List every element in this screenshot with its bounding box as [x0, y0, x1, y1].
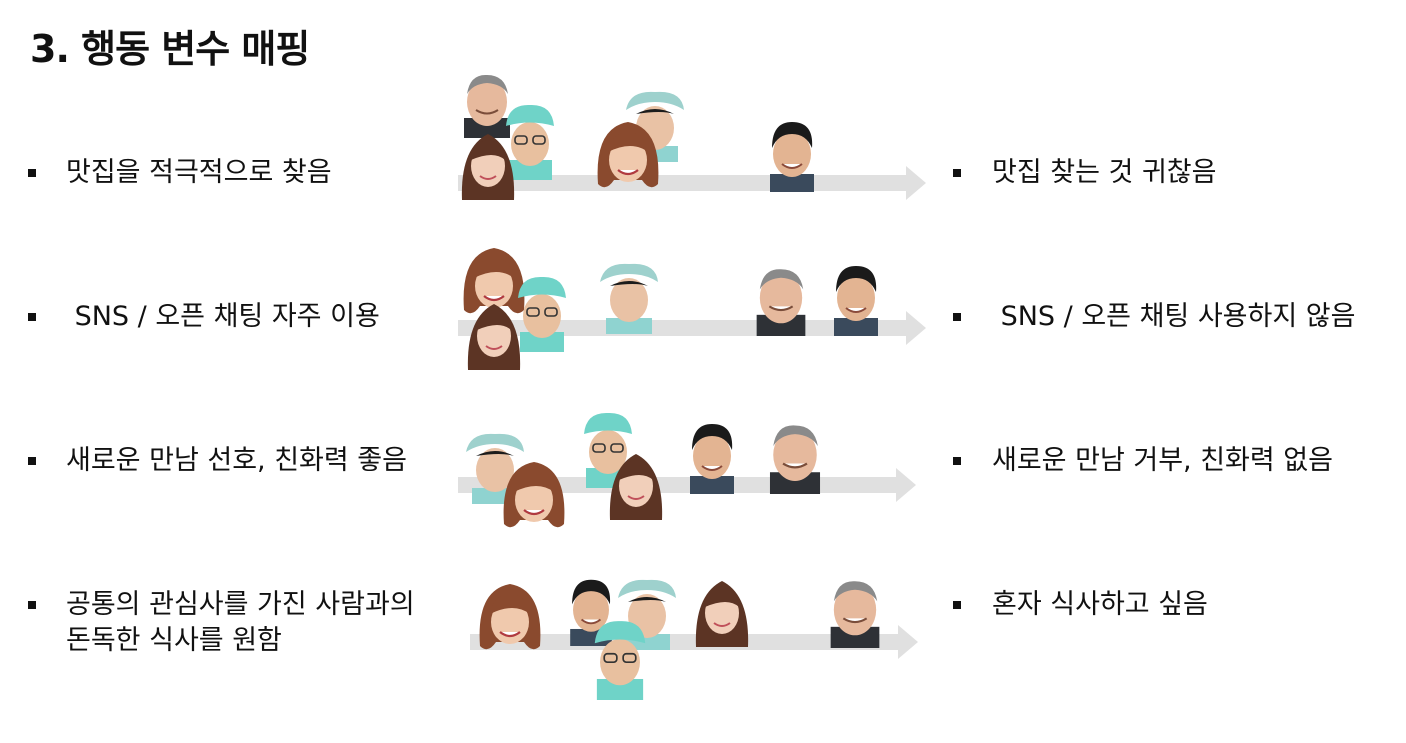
bullet-left	[28, 457, 36, 465]
bob-hair-woman-face	[597, 122, 659, 188]
older-man-face	[464, 74, 510, 138]
bullet-left	[28, 601, 36, 609]
arrow-icon	[458, 311, 926, 345]
young-woman-face	[609, 454, 663, 520]
bullet-left	[28, 169, 36, 177]
row-left-label: SNS / 오픈 채팅 자주 이용	[66, 301, 380, 332]
older-man-face	[769, 425, 821, 494]
older-man-face	[830, 581, 880, 648]
bullet-right	[953, 601, 961, 609]
row-left-label: 맛집을 적극적으로 찾음	[66, 157, 332, 188]
row-left-label: 새로운 만남 선호, 친화력 좋음	[66, 445, 407, 476]
page-title: 3. 행동 변수 매핑	[30, 27, 310, 71]
arrow-icon	[458, 166, 926, 200]
bullet-right	[953, 457, 961, 465]
row-right-label: 새로운 만남 거부, 친화력 없음	[992, 445, 1333, 476]
young-woman-face	[467, 304, 521, 370]
arrow-icon	[470, 625, 918, 659]
nurse-man-face	[506, 104, 554, 180]
nurse-man-face	[584, 412, 632, 488]
older-man-face	[756, 269, 806, 336]
row-right-label: 맛집 찾는 것 귀찮음	[992, 157, 1217, 188]
short-hair-man-face	[690, 424, 734, 494]
nurse-woman-face	[600, 263, 658, 334]
arrow-icon	[458, 468, 916, 502]
bob-hair-woman-face	[479, 584, 541, 650]
row-right-label: 혼자 식사하고 싶음	[992, 589, 1208, 620]
short-hair-man-face	[834, 266, 878, 336]
short-hair-man-face	[770, 122, 814, 192]
row-left-label-line2: 돈독한 식사를 원함	[66, 625, 282, 656]
young-woman-face	[461, 134, 515, 200]
nurse-man-face	[518, 276, 566, 352]
bob-hair-woman-face	[503, 462, 565, 528]
young-woman-face	[695, 581, 749, 647]
bullet-right	[953, 313, 961, 321]
bullet-left	[28, 313, 36, 321]
nurse-woman-face	[466, 433, 524, 504]
row-left-label-line1: 공통의 관심사를 가진 사람과의	[66, 589, 415, 620]
nurse-man-face	[594, 621, 646, 700]
bullet-right	[953, 169, 961, 177]
row-right-label: SNS / 오픈 채팅 사용하지 않음	[992, 301, 1356, 332]
bob-hair-woman-face	[463, 248, 525, 314]
